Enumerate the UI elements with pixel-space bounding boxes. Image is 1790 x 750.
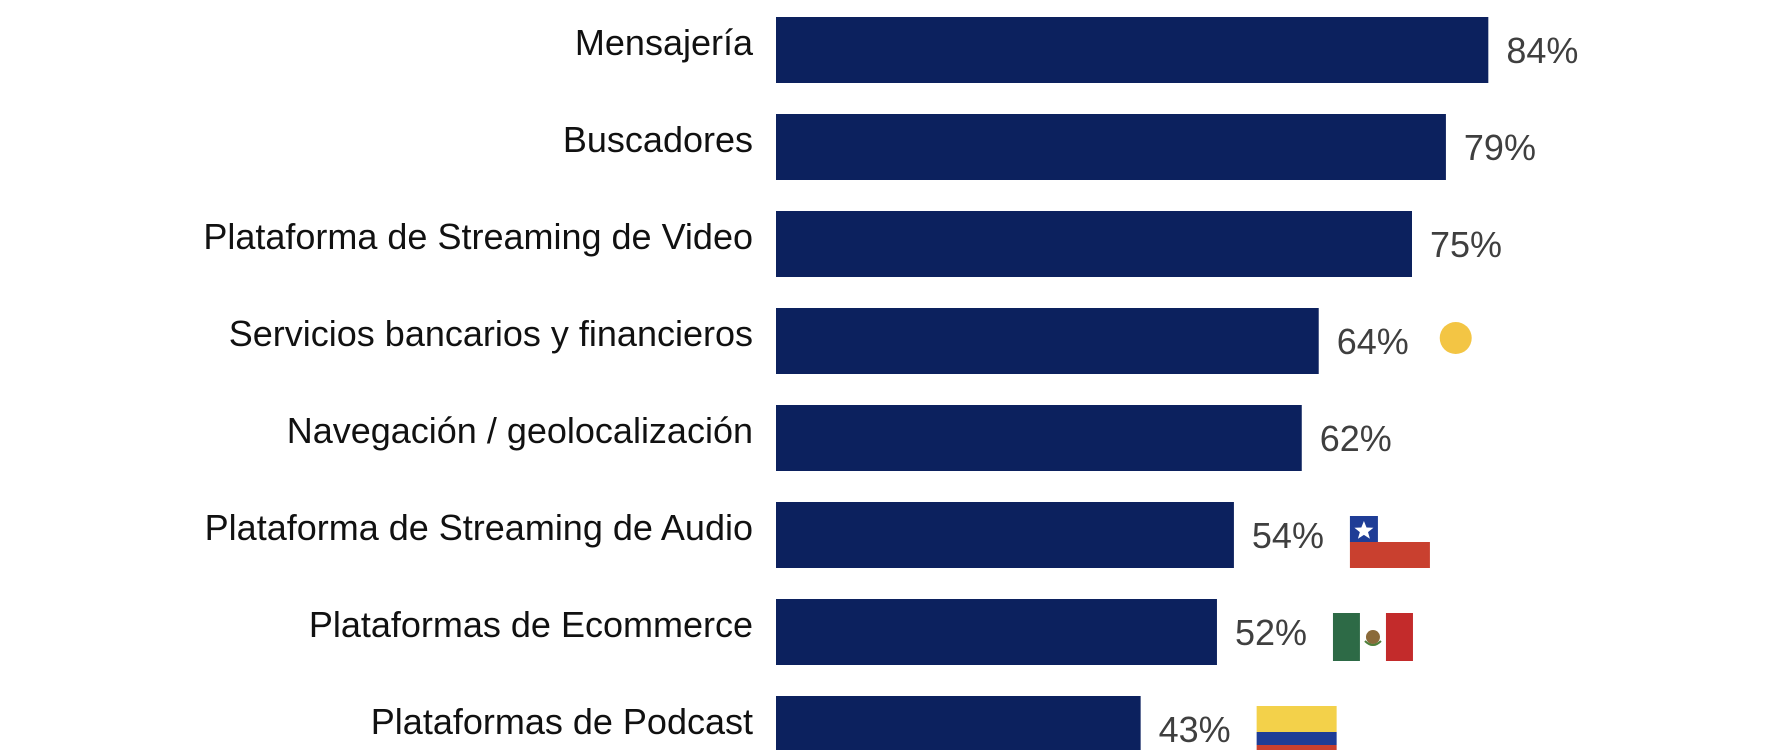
bar (776, 308, 1319, 374)
chile-flag-icon (1349, 516, 1430, 568)
category-label: Servicios bancarios y financieros (229, 313, 753, 354)
bar-row: Navegación / geolocalización 62% (287, 405, 1392, 471)
bar (776, 599, 1217, 665)
bar-row: Mensajería 84% (575, 17, 1578, 83)
colombia-flag-icon (1256, 706, 1337, 750)
category-label: Plataformas de Ecommerce (309, 604, 753, 645)
bar (776, 502, 1234, 568)
value-label: 54% (1252, 515, 1324, 556)
bar (776, 405, 1302, 471)
mexico-flag-icon (1332, 613, 1413, 661)
category-label: Plataforma de Streaming de Audio (205, 507, 753, 548)
value-label: 75% (1430, 224, 1502, 265)
value-label: 79% (1464, 127, 1536, 168)
bar (776, 696, 1141, 750)
category-label: Buscadores (563, 119, 753, 160)
bar-row: Plataforma de Streaming de Video 75% (203, 211, 1502, 277)
flag-green-band (1332, 613, 1360, 661)
value-label: 43% (1159, 709, 1231, 750)
bar-row: Plataformas de Podcast 43% (371, 696, 1231, 750)
flag-emblem-wreath (1364, 640, 1382, 646)
value-label: 62% (1320, 418, 1392, 459)
flag-blue-band (1256, 732, 1337, 745)
bar-row: Servicios bancarios y financieros 64% (229, 308, 1409, 374)
flag-red-band (1385, 613, 1413, 661)
bar-row: Buscadores 79% (563, 114, 1536, 180)
bar (776, 17, 1489, 83)
flag-star (1354, 521, 1374, 539)
bar (776, 114, 1446, 180)
value-label: 52% (1235, 612, 1307, 653)
bar (776, 211, 1412, 277)
bar-row: Plataformas de Ecommerce 52% (309, 599, 1307, 665)
flag-red-band (1256, 745, 1337, 750)
category-label: Mensajería (575, 22, 754, 63)
flag-yellow-band (1256, 706, 1337, 732)
row-markers (1256, 322, 1472, 750)
value-label: 84% (1506, 30, 1578, 71)
status-dot-icon (1439, 322, 1472, 354)
flag-emblem (1365, 630, 1380, 644)
flag-red-stripe (1349, 542, 1430, 568)
bar-row: Plataforma de Streaming de Audio 54% (205, 502, 1324, 568)
category-label: Navegación / geolocalización (287, 410, 753, 451)
category-label: Plataforma de Streaming de Video (203, 216, 753, 257)
value-label: 64% (1337, 321, 1409, 362)
bar-rows: Mensajería 84% Buscadores 79% Plataforma de … (203, 17, 1578, 750)
category-label: Plataformas de Podcast (371, 701, 753, 742)
